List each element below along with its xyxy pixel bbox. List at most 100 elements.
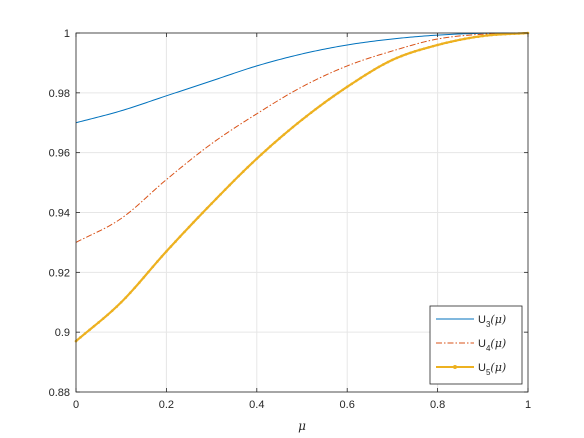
x-tick-label: 0 bbox=[73, 399, 79, 411]
data-point bbox=[169, 245, 173, 248]
x-tick-label: 0.8 bbox=[430, 399, 445, 411]
data-point bbox=[323, 101, 326, 104]
data-point bbox=[327, 98, 331, 101]
data-point bbox=[137, 281, 141, 284]
data-point bbox=[88, 328, 91, 332]
data-point bbox=[391, 58, 394, 62]
data-point bbox=[354, 79, 358, 83]
legend-base: U bbox=[478, 338, 486, 350]
legend-entry-1: U3(μ) bbox=[478, 313, 506, 329]
y-tick-label: 0.92 bbox=[49, 267, 70, 279]
legend-entry-3: U5(μ) bbox=[478, 361, 506, 377]
legend-marker bbox=[453, 365, 457, 369]
data-point bbox=[183, 230, 186, 234]
y-tick-label: 1 bbox=[64, 28, 70, 40]
data-point bbox=[178, 235, 182, 239]
legend-subscript: 4 bbox=[486, 344, 491, 353]
data-point bbox=[336, 91, 340, 95]
y-tick-label: 0.96 bbox=[49, 148, 70, 160]
data-point bbox=[445, 41, 448, 44]
data-point bbox=[350, 82, 354, 86]
data-point bbox=[110, 309, 114, 313]
data-point bbox=[382, 63, 385, 66]
x-tick-label: 1 bbox=[525, 399, 531, 411]
legend-argument: (μ) bbox=[490, 361, 506, 374]
data-point bbox=[219, 192, 222, 196]
data-point bbox=[404, 53, 408, 56]
data-point bbox=[296, 122, 299, 125]
data-point bbox=[300, 118, 304, 122]
axis-ticks: 0 0.2 0.4 0.6 0.8 1 0.88 0.9 0.92 0.94 0.96 0.98 1 bbox=[49, 28, 531, 411]
data-point bbox=[237, 174, 241, 178]
data-point bbox=[467, 36, 471, 40]
data-point bbox=[260, 153, 263, 156]
data-point bbox=[359, 76, 363, 80]
data-point bbox=[427, 46, 430, 49]
legend-base: U bbox=[478, 314, 486, 326]
x-tick-label: 0.4 bbox=[249, 399, 264, 411]
data-point bbox=[495, 33, 498, 36]
data-point bbox=[192, 221, 195, 224]
data-point bbox=[409, 51, 412, 55]
data-point bbox=[210, 202, 213, 205]
data-point bbox=[486, 34, 489, 37]
data-point bbox=[472, 36, 476, 39]
data-point bbox=[386, 60, 390, 64]
legend-entry-2: U4(μ) bbox=[478, 337, 506, 353]
data-point bbox=[156, 260, 159, 263]
data-point bbox=[413, 50, 417, 53]
data-point bbox=[449, 40, 453, 43]
legend-subscript: 3 bbox=[486, 320, 491, 329]
data-point bbox=[345, 85, 349, 89]
data-point bbox=[373, 68, 376, 71]
data-point bbox=[196, 216, 200, 219]
data-point bbox=[119, 300, 123, 304]
data-point bbox=[282, 133, 286, 136]
data-point bbox=[278, 137, 281, 140]
data-point bbox=[151, 265, 155, 269]
y-tick-label: 0.98 bbox=[49, 88, 70, 100]
data-point bbox=[250, 161, 254, 165]
data-point bbox=[133, 286, 137, 290]
data-point bbox=[269, 145, 272, 148]
data-point bbox=[273, 141, 277, 144]
data-point bbox=[458, 38, 462, 42]
y-tick-label: 0.9 bbox=[55, 327, 70, 339]
series-line-1 bbox=[75, 32, 529, 124]
data-point bbox=[246, 165, 250, 169]
data-point bbox=[124, 296, 128, 299]
data-point bbox=[205, 206, 209, 210]
data-point bbox=[422, 47, 426, 50]
data-point bbox=[440, 42, 444, 46]
data-point bbox=[463, 37, 467, 41]
data-point bbox=[400, 54, 403, 58]
data-point bbox=[83, 332, 87, 335]
data-point bbox=[160, 255, 164, 258]
data-point bbox=[264, 149, 268, 152]
legend: U3(μ)U4(μ)U5(μ) bbox=[429, 305, 523, 385]
grid-lines bbox=[75, 32, 529, 393]
series-group bbox=[74, 31, 530, 343]
y-tick-label: 0.94 bbox=[49, 208, 70, 220]
data-point bbox=[232, 179, 236, 182]
data-point bbox=[476, 35, 480, 38]
data-point bbox=[309, 111, 313, 114]
data-point bbox=[418, 48, 421, 52]
data-point bbox=[106, 313, 109, 317]
data-point bbox=[504, 32, 507, 36]
data-point bbox=[142, 276, 146, 279]
data-point bbox=[499, 33, 503, 36]
data-point bbox=[517, 32, 521, 35]
data-point bbox=[187, 225, 191, 229]
data-point bbox=[431, 44, 435, 48]
data-point bbox=[255, 157, 259, 160]
data-point bbox=[147, 270, 150, 274]
data-point bbox=[165, 250, 168, 253]
data-point bbox=[368, 70, 372, 74]
series-markers-3 bbox=[74, 31, 530, 343]
data-point bbox=[223, 188, 227, 191]
data-point bbox=[101, 317, 105, 320]
data-point bbox=[128, 291, 132, 295]
data-point bbox=[314, 107, 317, 111]
data-point bbox=[363, 73, 367, 77]
